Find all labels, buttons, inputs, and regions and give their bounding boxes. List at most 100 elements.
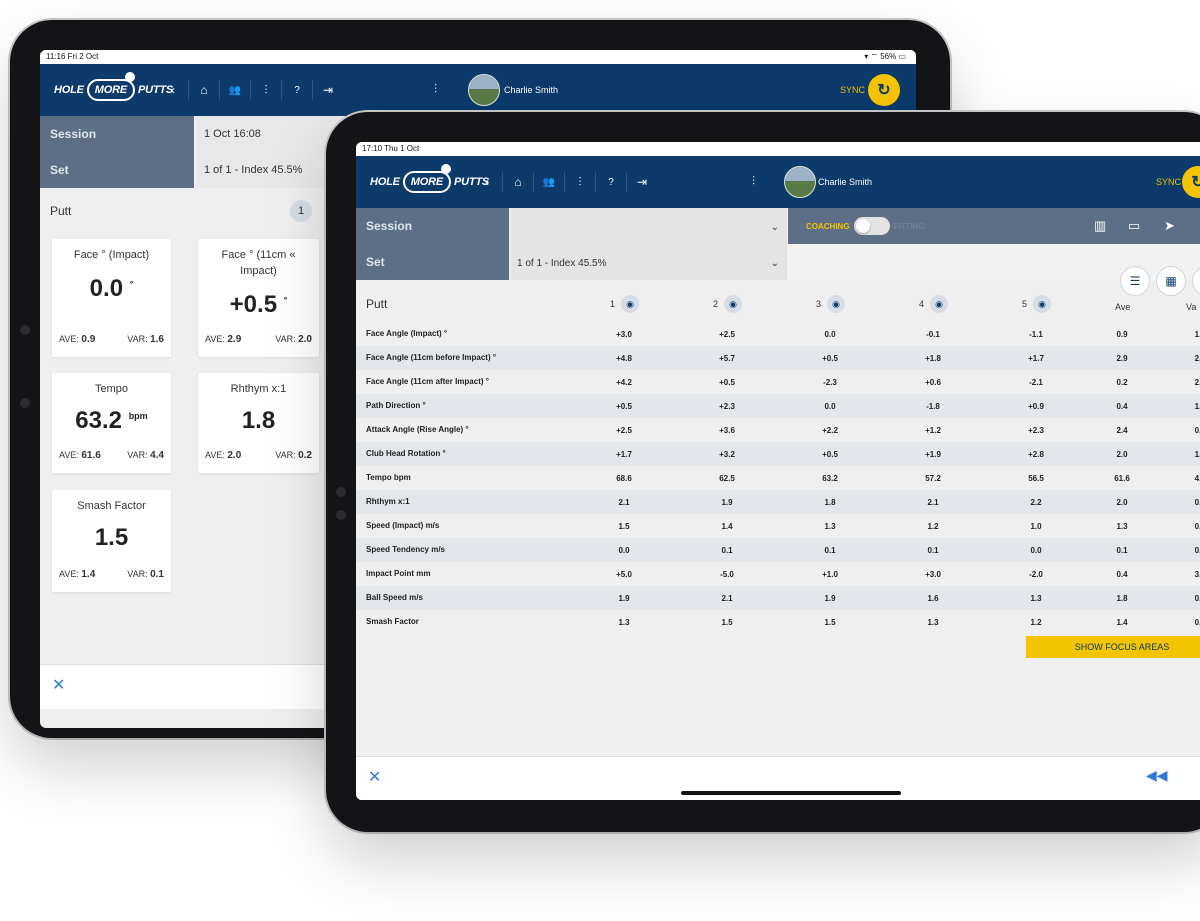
row-label: Impact Point mm xyxy=(366,569,431,578)
putt-column-header: 1 ◉ xyxy=(610,295,640,313)
help-icon[interactable]: ? xyxy=(281,80,312,100)
session-dropdown[interactable]: ⌄ xyxy=(511,208,787,244)
metric-card[interactable]: Smash Factor 1.5 AVE: 1.4 VAR: 0.1 xyxy=(52,490,171,592)
table-cell: 2.1 xyxy=(927,498,939,507)
table-cell: +4.2 xyxy=(616,378,632,387)
chevron-left-icon[interactable]: ‹ xyxy=(171,83,175,97)
toggle-switch[interactable] xyxy=(853,217,890,235)
table-cell: 0.1 xyxy=(721,546,733,555)
ave-cell: 2.9 xyxy=(1116,354,1128,363)
users-icon[interactable]: 👥 xyxy=(533,172,564,192)
table-cell: +0.9 xyxy=(1028,402,1044,411)
filter-icon[interactable]: ⫶ xyxy=(434,82,438,96)
mode-coaching: COACHING xyxy=(806,221,850,231)
card-title: Smash Factor xyxy=(77,500,146,512)
card-value: 1.5 xyxy=(94,524,129,551)
users-icon[interactable]: 👥 xyxy=(219,80,250,100)
home-icon[interactable]: ⌂ xyxy=(502,172,533,192)
ave-cell: 0.9 xyxy=(1116,330,1128,339)
eye-icon[interactable]: ◉ xyxy=(621,295,640,313)
app-header: HOLE MORE PUTTS ‹ ⌂ 👥 ⫶ ? ⇥ ⫶ Charlie Smit… xyxy=(40,64,916,116)
send-icon[interactable]: ➤ xyxy=(1164,218,1175,233)
var-column-header: Va xyxy=(1186,302,1197,312)
table-cell: 1.3 xyxy=(1030,594,1042,603)
eye-icon[interactable]: ◉ xyxy=(1033,295,1052,313)
eye-icon[interactable]: ◉ xyxy=(724,295,743,313)
table-row: Tempo bpm 68.6 62.5 63.2 57.2 56.5 61.6 4. xyxy=(356,466,1200,490)
ave-cell: 1.3 xyxy=(1116,522,1128,531)
sliders-icon[interactable]: ⫶ xyxy=(250,80,281,100)
table-cell: +1.7 xyxy=(616,450,632,459)
card-var: VAR: 0.1 xyxy=(127,569,164,580)
var-cell: 0. xyxy=(1194,594,1200,603)
metric-card[interactable]: Tempo 63.2 bpm AVE: 61.6 VAR: 4.4 xyxy=(52,373,171,473)
user-name: Charlie Smith xyxy=(818,177,873,187)
putt-label: Putt xyxy=(366,297,388,311)
table-cell: +5.0 xyxy=(616,570,632,579)
metric-card[interactable]: Face ° (Impact) 0.0 ° AVE: 0.9 VAR: 1.6 xyxy=(52,239,171,357)
table-cell: +1.0 xyxy=(822,570,838,579)
var-cell: 1. xyxy=(1194,330,1200,339)
app-header: HOLE MORE PUTTS ‹ ⌂ 👥 ⫶ ? ⇥ ⫶ Charlie Smit… xyxy=(356,156,1200,208)
camera-dot xyxy=(336,487,346,497)
close-icon[interactable]: ✕ xyxy=(368,769,382,786)
bar-chart-icon[interactable]: ▥ xyxy=(1094,218,1107,233)
putt-count-badge[interactable]: 1 xyxy=(290,200,312,222)
show-focus-areas-button[interactable]: SHOW FOCUS AREAS xyxy=(1026,636,1200,658)
sync-button[interactable]: ↻ xyxy=(868,74,900,106)
status-bar: 11:16 Fri 2 Oct ▾ ⌔ 56% ▭ xyxy=(40,50,916,64)
eye-icon[interactable]: ◉ xyxy=(930,295,949,313)
app-logo[interactable]: HOLE MORE PUTTS xyxy=(54,72,173,106)
var-cell: 0. xyxy=(1194,618,1200,627)
table-cell: 1.8 xyxy=(824,498,836,507)
row-label: Face Angle (11cm after Impact) ° xyxy=(366,377,489,386)
table-cell: +1.2 xyxy=(925,426,941,435)
help-icon[interactable]: ? xyxy=(595,172,626,192)
table-cell: +2.5 xyxy=(719,330,735,339)
ave-cell: 61.6 xyxy=(1114,474,1130,483)
close-icon[interactable]: ✕ xyxy=(52,677,66,694)
avatar[interactable] xyxy=(784,166,816,198)
sliders-icon[interactable]: ⫶ xyxy=(564,172,595,192)
logout-icon[interactable]: ⇥ xyxy=(312,80,343,100)
logout-icon[interactable]: ⇥ xyxy=(626,172,657,192)
table-row: Smash Factor 1.3 1.5 1.5 1.3 1.2 1.4 0. xyxy=(356,610,1200,634)
grid-view-button[interactable]: ▦ xyxy=(1156,266,1186,296)
metric-card[interactable]: Face ° (11cm « Impact) +0.5 ° AVE: 2.9 V… xyxy=(198,239,319,357)
card-var: VAR: 1.6 xyxy=(127,334,164,345)
status-time: 17:10 Thu 1 Oct xyxy=(362,144,420,153)
sync-label: SYNC xyxy=(1156,177,1182,187)
session-label: Session xyxy=(356,208,509,244)
chevron-down-icon: ⌄ xyxy=(770,258,779,269)
sync-button[interactable]: ↻ xyxy=(1182,166,1200,198)
filter-icon[interactable]: ⫶ xyxy=(752,174,756,188)
eye-icon[interactable]: ◉ xyxy=(827,295,846,313)
table-cell: 0.1 xyxy=(927,546,939,555)
table-cell: +3.2 xyxy=(719,450,735,459)
set-dropdown[interactable]: 1 of 1 - Index 45.5% ⌄ xyxy=(511,244,787,280)
mode-toggle[interactable]: COACHING FITTING xyxy=(806,217,925,235)
sync-label: SYNC xyxy=(840,85,866,95)
home-indicator xyxy=(681,791,901,795)
table-cell: +1.8 xyxy=(925,354,941,363)
rewind-icon[interactable]: ◀◀ xyxy=(1146,767,1168,783)
table-cell: +5.7 xyxy=(719,354,735,363)
avatar[interactable] xyxy=(468,74,500,106)
app-logo[interactable]: HOLE MORE PUTTS xyxy=(370,164,489,198)
card-title: Face ° (11cm « Impact) xyxy=(221,249,296,277)
table-row: Club Head Rotation ° +1.7 +3.2 +0.5 +1.9 +2.8… xyxy=(356,442,1200,466)
set-label: Set xyxy=(356,244,509,280)
home-icon[interactable]: ⌂ xyxy=(188,80,219,100)
metric-card[interactable]: Rhthym x:1 1.8 AVE: 2.0 VAR: 0.2 xyxy=(198,373,319,473)
table-cell: 2.2 xyxy=(1030,498,1042,507)
status-bar: 17:10 Thu 1 Oct ⌔ 67 xyxy=(356,142,1200,156)
row-label: Tempo bpm xyxy=(366,473,411,482)
row-label: Speed (Impact) m/s xyxy=(366,521,440,530)
chevron-left-icon[interactable]: ‹ xyxy=(485,175,489,189)
table-cell: 0.1 xyxy=(824,546,836,555)
list-view-button[interactable]: ☰ xyxy=(1120,266,1150,296)
table-cell: +1.7 xyxy=(1028,354,1044,363)
comment-icon[interactable]: ▭ xyxy=(1128,218,1141,233)
set-row: Set 1 of 1 - Index 45.5% ⌄ xyxy=(356,244,1200,280)
nav-icon-bar: ‹ ⌂ 👥 ⫶ ? ⇥ xyxy=(472,172,657,192)
